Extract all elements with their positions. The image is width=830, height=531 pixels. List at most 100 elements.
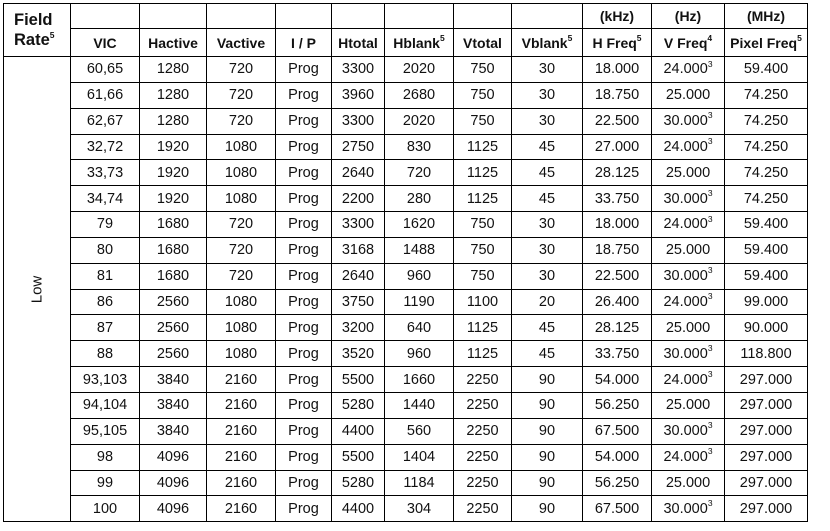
table-body: Low 60,65 1280 720 Prog 3300 2020 750 30 18.000 24… — [3, 55, 808, 523]
column-header-ip: I / P — [275, 28, 332, 57]
cell-vactive: 1080 — [206, 159, 276, 187]
cell-value: 22.500 — [594, 268, 640, 285]
cell-vblank: 30 — [511, 236, 583, 264]
cell-value: 90 — [538, 397, 556, 414]
cell-value: 2560 — [156, 294, 190, 311]
cell-vblank: 90 — [511, 495, 583, 523]
cell-value: 1080 — [224, 138, 258, 155]
cell-vfreq: 25.000 — [651, 469, 725, 497]
column-header-label: H Freq — [592, 34, 637, 51]
cell-value: 3300 — [341, 61, 375, 78]
vactive-unit-cell — [206, 3, 276, 29]
cell-vic: 98 — [70, 443, 140, 471]
cell-vic: 87 — [70, 314, 140, 342]
cell-value: Prog — [288, 164, 319, 181]
cell-value: 1125 — [466, 345, 499, 362]
table-row: 99 4096 2160 Prog 5280 1184 2250 90 56.250 25.000… — [4, 469, 808, 497]
table-row: 32,72 1920 1080 Prog 2750 830 1125 45 27.000 24.0… — [4, 133, 808, 161]
cell-value: 5280 — [341, 397, 375, 414]
cell-pixfreq: 297.000 — [724, 366, 808, 393]
field-rate-line2: Rate — [14, 31, 50, 49]
cell-value: 4096 — [156, 474, 190, 491]
column-header-footnote: 5 — [636, 32, 642, 43]
hblank-unit-cell — [384, 3, 454, 29]
cell-vfreq: 24.0003 — [651, 366, 725, 393]
cell-hactive: 4096 — [139, 495, 207, 523]
cell-value: 750 — [470, 61, 495, 78]
cell-value: 297.000 — [739, 500, 793, 517]
cell-htotal: 5280 — [331, 391, 385, 419]
cell-vactive: 1080 — [206, 133, 276, 161]
table-row: 93,103 3840 2160 Prog 5500 1660 2250 90 54.000 24… — [4, 366, 808, 393]
cell-value: 24.000 — [663, 294, 708, 311]
cell-vblank: 45 — [511, 133, 583, 161]
cell-hactive: 4096 — [139, 469, 207, 497]
cell-vactive: 1080 — [206, 340, 276, 368]
cell-value: Prog — [288, 319, 319, 336]
cell-value: 1080 — [224, 294, 258, 311]
cell-value: 30.000 — [663, 423, 708, 440]
table-row: 61,66 1280 720 Prog 3960 2680 750 30 18.750 25.00… — [4, 81, 808, 109]
cell-vtotal: 1125 — [453, 340, 512, 368]
cell-value: 28.125 — [594, 319, 640, 336]
cell-hblank: 2020 — [384, 107, 454, 135]
cell-vtotal: 2250 — [453, 469, 512, 497]
cell-pixfreq: 74.250 — [724, 133, 808, 161]
cell-hactive: 1920 — [139, 185, 207, 213]
cell-value: 280 — [406, 190, 432, 207]
cell-hactive: 1680 — [139, 262, 207, 290]
cell-ip: Prog — [275, 236, 332, 264]
cell-hactive: 1680 — [139, 211, 207, 238]
cell-ip: Prog — [275, 443, 332, 471]
cell-footnote: 3 — [707, 136, 713, 147]
cell-htotal: 3300 — [331, 56, 385, 83]
cell-ip: Prog — [275, 133, 332, 161]
cell-pixfreq: 297.000 — [724, 469, 808, 497]
cell-value: 3168 — [341, 242, 375, 259]
cell-htotal: 4400 — [331, 495, 385, 523]
cell-value: 74.250 — [743, 113, 789, 130]
cell-hfreq: 27.000 — [582, 133, 652, 161]
cell-value: 90 — [538, 449, 556, 466]
cell-vfreq: 25.000 — [651, 236, 725, 264]
cell-hfreq: 33.750 — [582, 185, 652, 213]
cell-value: 61,66 — [86, 87, 124, 104]
cell-vblank: 90 — [511, 469, 583, 497]
cell-value: 74.250 — [743, 138, 789, 155]
vblank-unit-cell — [511, 3, 583, 29]
column-header-vfreq: V Freq4 — [651, 28, 725, 57]
cell-hactive: 1920 — [139, 133, 207, 161]
cell-value: Prog — [288, 61, 319, 78]
cell-value: 94,104 — [82, 397, 128, 414]
cell-vtotal: 1125 — [453, 185, 512, 213]
cell-hfreq: 28.125 — [582, 159, 652, 187]
cell-value: 750 — [470, 242, 495, 259]
cell-value: Prog — [288, 500, 319, 517]
cell-value: 1920 — [156, 138, 190, 155]
cell-value: 24.000 — [663, 371, 708, 388]
cell-value: 33.750 — [594, 345, 640, 362]
cell-hactive: 3840 — [139, 366, 207, 393]
cell-value: 2680 — [402, 87, 436, 104]
cell-value: 297.000 — [739, 397, 793, 414]
cell-value: 3200 — [341, 319, 375, 336]
cell-vic: 95,105 — [70, 417, 140, 445]
cell-vtotal: 1125 — [453, 133, 512, 161]
cell-value: 45 — [538, 138, 556, 155]
cell-value: 750 — [470, 268, 495, 285]
cell-htotal: 3300 — [331, 107, 385, 135]
cell-value: 30 — [538, 242, 556, 259]
cell-value: 87 — [96, 319, 114, 336]
cell-value: 2160 — [224, 500, 258, 517]
cell-hactive: 1920 — [139, 159, 207, 187]
cell-value: 18.000 — [594, 61, 640, 78]
cell-vfreq: 30.0003 — [651, 107, 725, 135]
cell-value: 25.000 — [665, 397, 711, 414]
cell-hblank: 1488 — [384, 236, 454, 264]
cell-value: 24.000 — [663, 138, 708, 155]
cell-value: 4400 — [341, 500, 375, 517]
column-header-label: Pixel Freq — [730, 34, 798, 51]
cell-vfreq: 24.0003 — [651, 56, 725, 83]
cell-value: 4400 — [341, 423, 375, 440]
column-header-vactive: Vactive — [206, 28, 276, 57]
